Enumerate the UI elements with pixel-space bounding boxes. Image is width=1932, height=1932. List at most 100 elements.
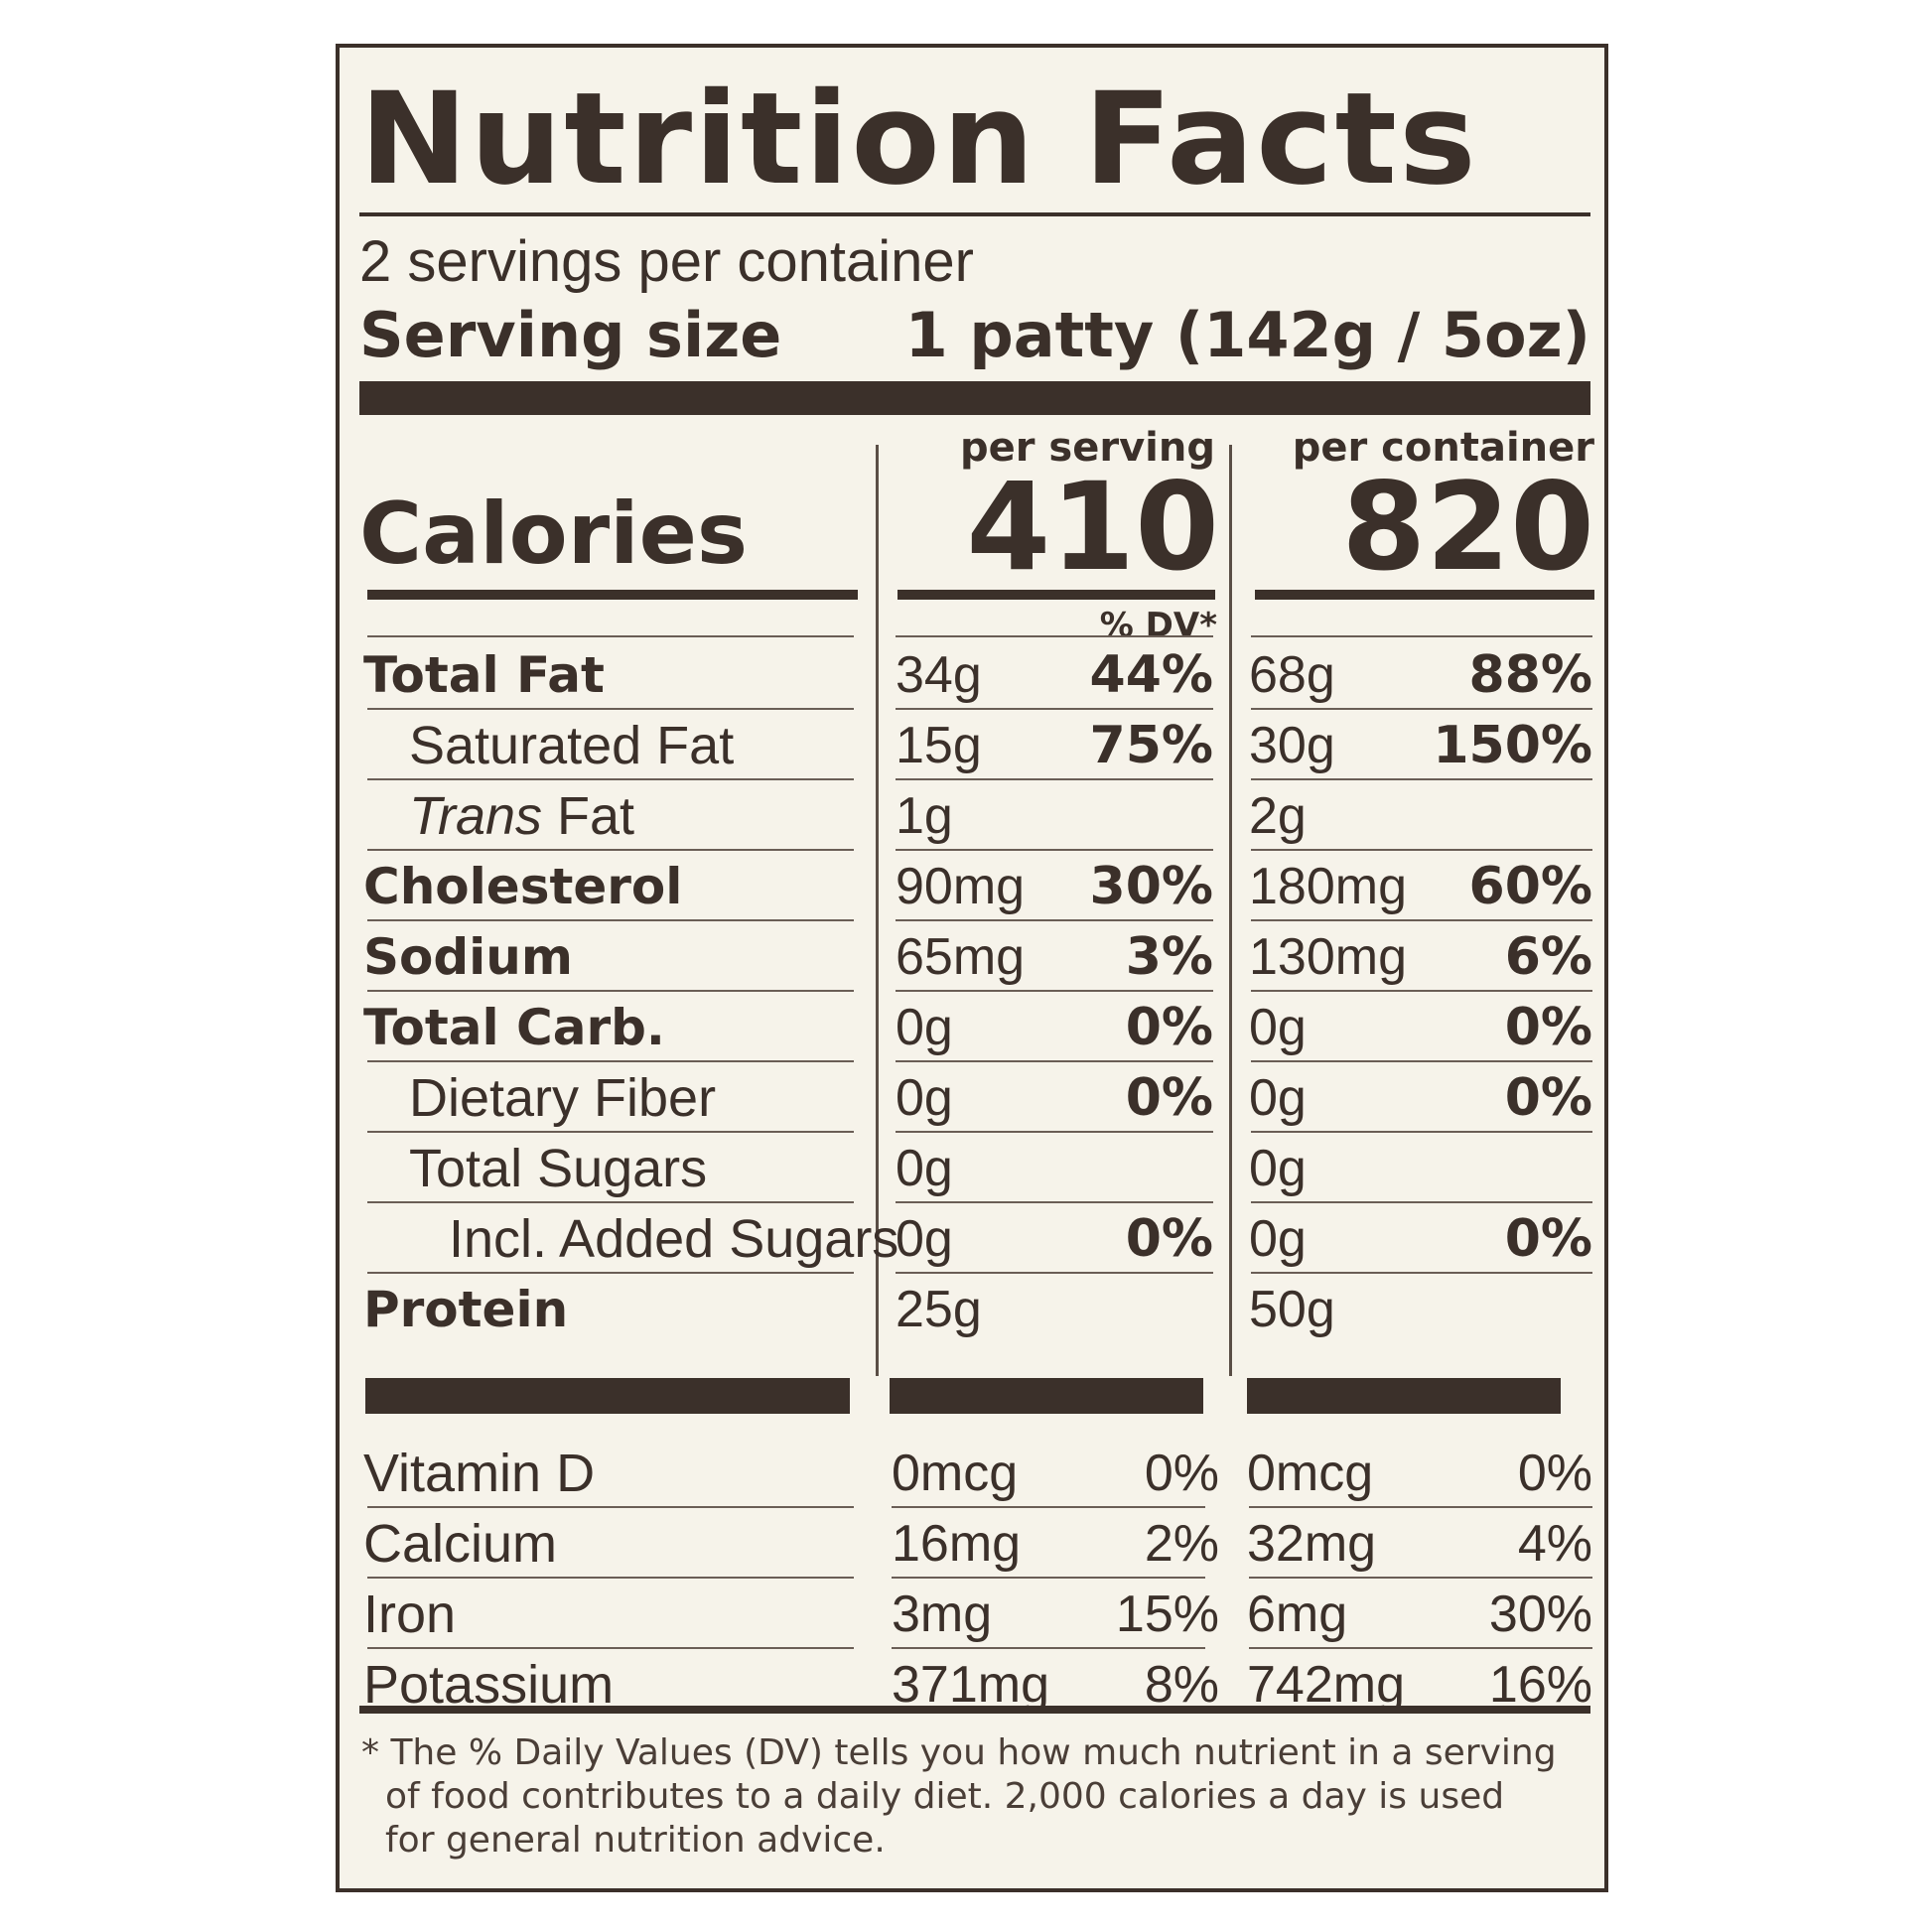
container-dv: 0% (1504, 998, 1592, 1057)
serving-dv: 2% (1144, 1515, 1219, 1573)
nutrient-row: Saturated Fat 15g 75% 30g 150% (340, 710, 1612, 779)
nutrient-name-text: Total Fat (363, 646, 605, 704)
vitamin-thick-rule-label (365, 1378, 850, 1414)
serving-dv: 0% (1125, 998, 1213, 1057)
serving-size-value: 1 patty (142g / 5oz) (904, 299, 1590, 371)
container-amount: 742mg (1247, 1656, 1405, 1714)
row-divider (367, 635, 854, 637)
serving-amount: 0mcg (892, 1445, 1019, 1502)
nutrition-facts-label: Nutrition Facts 2 servings per container… (336, 44, 1608, 1892)
nutrient-row: Dietary Fiber 0g 0% 0g 0% (340, 1062, 1612, 1132)
serving-size-thick-rule (359, 381, 1590, 415)
vitamin-thick-rule-container (1247, 1378, 1561, 1414)
vitamin-thick-rule-serving (890, 1378, 1203, 1414)
container-dv: 60% (1468, 857, 1592, 916)
row-divider (1251, 635, 1592, 637)
container-dv: 30% (1488, 1586, 1592, 1643)
row-divider (896, 708, 1213, 710)
row-divider (892, 1577, 1205, 1579)
row-divider (896, 919, 1213, 921)
row-divider (896, 1201, 1213, 1203)
row-divider (896, 635, 1213, 637)
row-divider (1249, 1647, 1592, 1649)
container-dv: 6% (1504, 927, 1592, 987)
container-dv: 4% (1517, 1515, 1592, 1573)
vitamin-name: Iron (363, 1585, 457, 1644)
vitamin-row: Vitamin D 0mcg 0% 0mcg 0% (340, 1438, 1612, 1507)
daily-value-footnote: * The % Daily Values (DV) tells you how … (361, 1731, 1592, 1863)
nutrient-name-text: Sodium (363, 928, 573, 986)
column-divider-left (876, 445, 879, 1376)
container-amount: 0mcg (1247, 1445, 1374, 1502)
serving-amount: 0g (896, 1069, 953, 1127)
row-divider (1251, 919, 1592, 921)
nutrient-name-text: Cholesterol (363, 858, 683, 915)
row-divider (892, 1506, 1205, 1508)
row-divider (367, 1647, 854, 1649)
serving-amount: 0g (896, 999, 953, 1056)
row-divider (1251, 1060, 1592, 1062)
vitamin-row: Calcium 16mg 2% 32mg 4% (340, 1508, 1612, 1578)
container-amount: 6mg (1247, 1586, 1348, 1643)
container-dv: 0% (1504, 1209, 1592, 1269)
nutrient-name-text: Saturated Fat (409, 716, 735, 775)
row-divider (896, 1272, 1213, 1274)
serving-amount: 65mg (896, 928, 1026, 986)
container-dv: 88% (1468, 645, 1592, 705)
per-container-heading: per container (1292, 425, 1594, 471)
calories-rule-label (367, 590, 858, 600)
container-amount: 2g (1249, 787, 1307, 845)
calories-rule-serving (897, 590, 1215, 600)
row-divider (1251, 1131, 1592, 1133)
nutrient-name: Sodium (363, 927, 573, 987)
footnote-rule (359, 1706, 1590, 1714)
container-amount: 50g (1249, 1281, 1335, 1338)
row-divider (896, 990, 1213, 992)
container-amount: 32mg (1247, 1515, 1377, 1573)
row-divider (896, 778, 1213, 780)
container-amount: 0g (1249, 1069, 1307, 1127)
serving-size-label: Serving size (359, 299, 782, 371)
container-amount: 0g (1249, 999, 1307, 1056)
footnote-line-2: of food contributes to a daily diet. 2,0… (385, 1776, 1505, 1817)
serving-amount: 25g (896, 1281, 982, 1338)
vitamin-name: Calcium (363, 1514, 558, 1574)
row-divider (367, 990, 854, 992)
vitamin-name: Potassium (363, 1655, 615, 1715)
serving-dv: 0% (1125, 1068, 1213, 1128)
title-rule (359, 212, 1590, 216)
serving-dv: 44% (1089, 645, 1213, 705)
nutrient-row: Trans Fat 1g 2g (340, 780, 1612, 850)
container-amount: 0g (1249, 1210, 1307, 1268)
row-divider (1251, 990, 1592, 992)
footnote-line-1: * The % Daily Values (DV) tells you how … (361, 1732, 1557, 1773)
serving-amount: 16mg (892, 1515, 1022, 1573)
per-serving-heading: per serving (960, 425, 1215, 471)
serving-dv: 30% (1089, 857, 1213, 916)
nutrient-name: Total Sugars (409, 1139, 707, 1198)
servings-per-container: 2 servings per container (359, 229, 974, 294)
serving-amount: 0g (896, 1140, 953, 1197)
nutrient-name: Incl. Added Sugars (449, 1209, 898, 1269)
nutrient-row: Incl. Added Sugars 0g 0% 0g 0% (340, 1203, 1612, 1273)
container-dv: 0% (1504, 1068, 1592, 1128)
row-divider (1251, 849, 1592, 851)
row-divider (896, 1131, 1213, 1133)
nutrient-name: Total Carb. (363, 998, 665, 1057)
nutrient-name-text: Protein (363, 1281, 569, 1338)
row-divider (1251, 708, 1592, 710)
nutrient-name: Trans Fat (409, 786, 634, 846)
nutrient-row: Total Fat 34g 44% 68g 88% (340, 639, 1612, 709)
container-amount: 0g (1249, 1140, 1307, 1197)
container-amount: 68g (1249, 646, 1335, 704)
row-divider (896, 1060, 1213, 1062)
nutrient-name-text: Incl. Added Sugars (449, 1209, 899, 1269)
nutrient-name: Protein (363, 1280, 568, 1339)
nutrient-name-suffix: Fat (542, 786, 635, 846)
row-divider (1251, 1272, 1592, 1274)
calories-label: Calories (359, 484, 749, 584)
nutrient-name: Cholesterol (363, 857, 682, 916)
serving-dv: 75% (1089, 716, 1213, 775)
vitamin-row: Potassium 371mg 8% 742mg 16% (340, 1649, 1612, 1719)
nutrient-name-text: Total Carb. (363, 999, 665, 1056)
